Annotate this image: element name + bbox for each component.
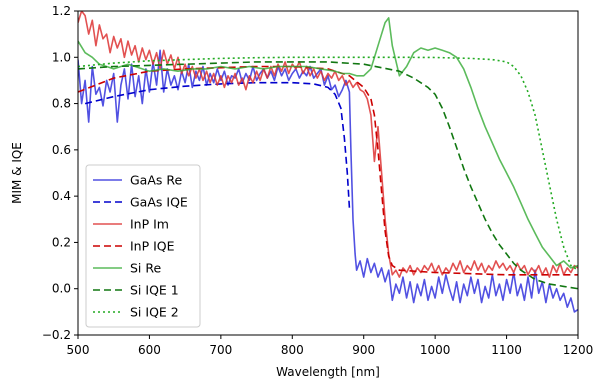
- legend-label: Si IQE 1: [130, 283, 179, 298]
- plot-frame: [77, 10, 579, 336]
- y-tick-label: −0.2: [42, 328, 71, 342]
- y-tick-label: 1.2: [52, 4, 71, 18]
- x-tick-label: 1200: [563, 343, 594, 357]
- y-axis: −0.2 0.0 0.2 0.4 0.6 0.8 1.0 1.2: [42, 4, 78, 342]
- legend-label: Si IQE 2: [130, 305, 179, 320]
- legend-label: InP IQE: [130, 239, 175, 254]
- x-tick-label: 700: [209, 343, 232, 357]
- x-axis-label: Wavelength [nm]: [276, 365, 380, 379]
- x-tick-label: 500: [67, 343, 90, 357]
- series-layer: [78, 11, 578, 313]
- series-line-si-re: [78, 17, 578, 269]
- y-tick-label: 0.0: [52, 282, 71, 296]
- y-axis-label: MIM & IQE: [10, 142, 24, 204]
- series-line-gaas-iqe: [84, 81, 351, 208]
- legend-label: InP Im: [130, 217, 169, 232]
- x-tick-label: 1100: [491, 343, 522, 357]
- y-tick-label: 0.4: [52, 189, 71, 203]
- legend-label: GaAs Re: [130, 173, 183, 188]
- series-line-si-iqe-1: [78, 61, 578, 290]
- legend: GaAs Re GaAs IQE InP Im InP IQE Si Re Si IQE …: [85, 164, 201, 328]
- series-line-gaas-re: [78, 49, 578, 313]
- series-line-inp-im: [78, 11, 578, 278]
- x-axis: 500 600 700 800 900 1000 1100 1200: [67, 335, 594, 357]
- x-tick-label: 800: [281, 343, 304, 357]
- y-tick-label: 1.0: [52, 50, 71, 64]
- y-tick-label: 0.6: [52, 143, 71, 157]
- x-tick-label: 1000: [420, 343, 451, 357]
- y-tick-label: 0.2: [52, 235, 71, 249]
- y-tick-label: 0.8: [52, 97, 71, 111]
- x-tick-label: 600: [138, 343, 161, 357]
- legend-label: GaAs IQE: [130, 195, 188, 210]
- legend-label: Si Re: [130, 261, 162, 276]
- x-tick-label: 900: [352, 343, 375, 357]
- legend-box: [85, 164, 201, 328]
